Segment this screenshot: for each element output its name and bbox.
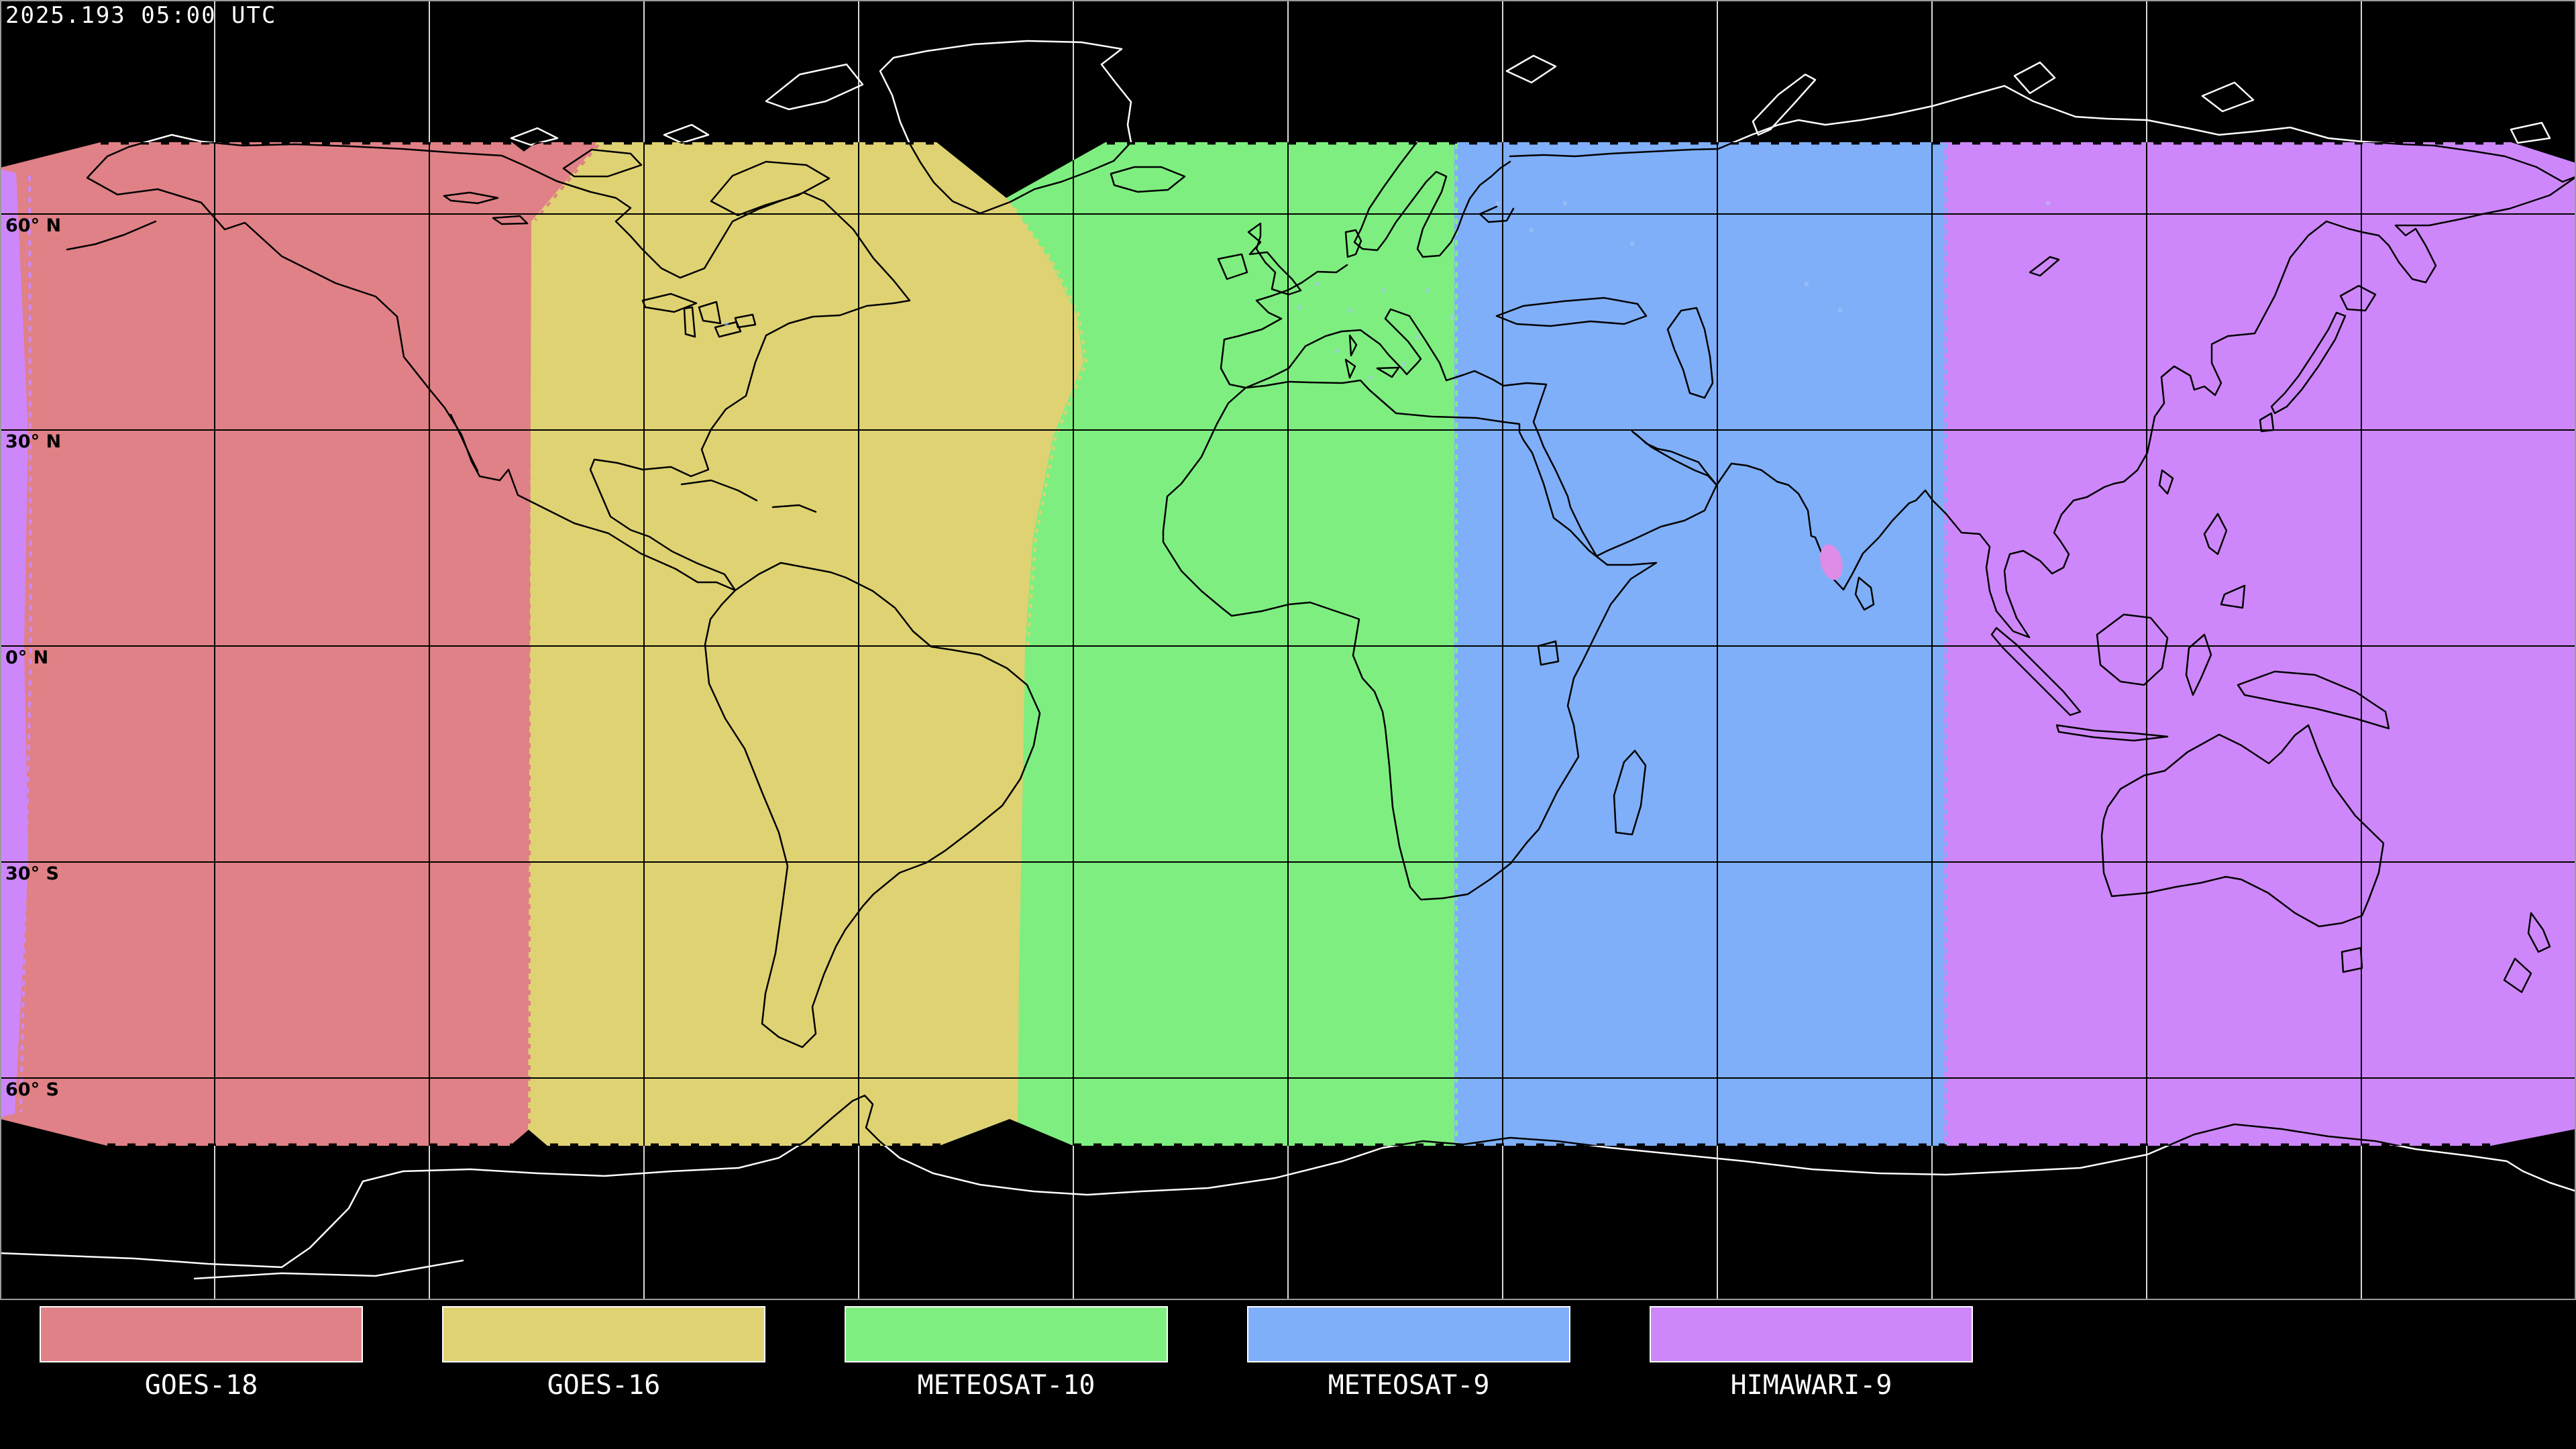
- legend-swatch-goes-16: [442, 1306, 765, 1362]
- latitude-label-0n: 0° N: [5, 647, 48, 668]
- latitude-label-30s: 30° S: [5, 863, 59, 884]
- coverage-bands: [0, 142, 2576, 1146]
- legend-swatch-goes-18: [40, 1306, 363, 1362]
- legend-swatch-meteosat-10: [845, 1306, 1168, 1362]
- latitude-label-60n: 60° N: [5, 215, 61, 236]
- sensor-artifact-patch: [1820, 544, 1843, 580]
- coverage-goes-18: [0, 142, 596, 1146]
- map-frame: [0, 0, 2576, 1300]
- legend-label-himawari-9: HIMAWARI-9: [1731, 1370, 1892, 1401]
- coverage-himawari-9-wrap: [0, 169, 28, 1118]
- timestamp: 2025.193 05:00 UTC: [5, 2, 276, 29]
- legend-swatch-meteosat-9: [1247, 1306, 1570, 1362]
- latitude-label-30n: 30° N: [5, 431, 61, 452]
- legend-label-meteosat-10: METEOSAT-10: [918, 1370, 1095, 1401]
- dither-goes16-meteosat10: [1008, 199, 1088, 647]
- legend-swatch-himawari-9: [1650, 1306, 1973, 1362]
- coverage-goes-16: [510, 142, 1083, 1146]
- legend-label-meteosat-9: METEOSAT-9: [1328, 1370, 1490, 1401]
- legend-label-goes-18: GOES-18: [145, 1370, 258, 1401]
- legend-label-goes-16: GOES-16: [547, 1370, 661, 1401]
- coverage-meteosat-9: [1454, 142, 1944, 1146]
- latitude-label-60s: 60° S: [5, 1079, 59, 1100]
- legend: GOES-18 GOES-16 METEOSAT-10 METEOSAT-9 H…: [40, 1306, 1973, 1401]
- coverage-himawari-9: [1944, 142, 2576, 1146]
